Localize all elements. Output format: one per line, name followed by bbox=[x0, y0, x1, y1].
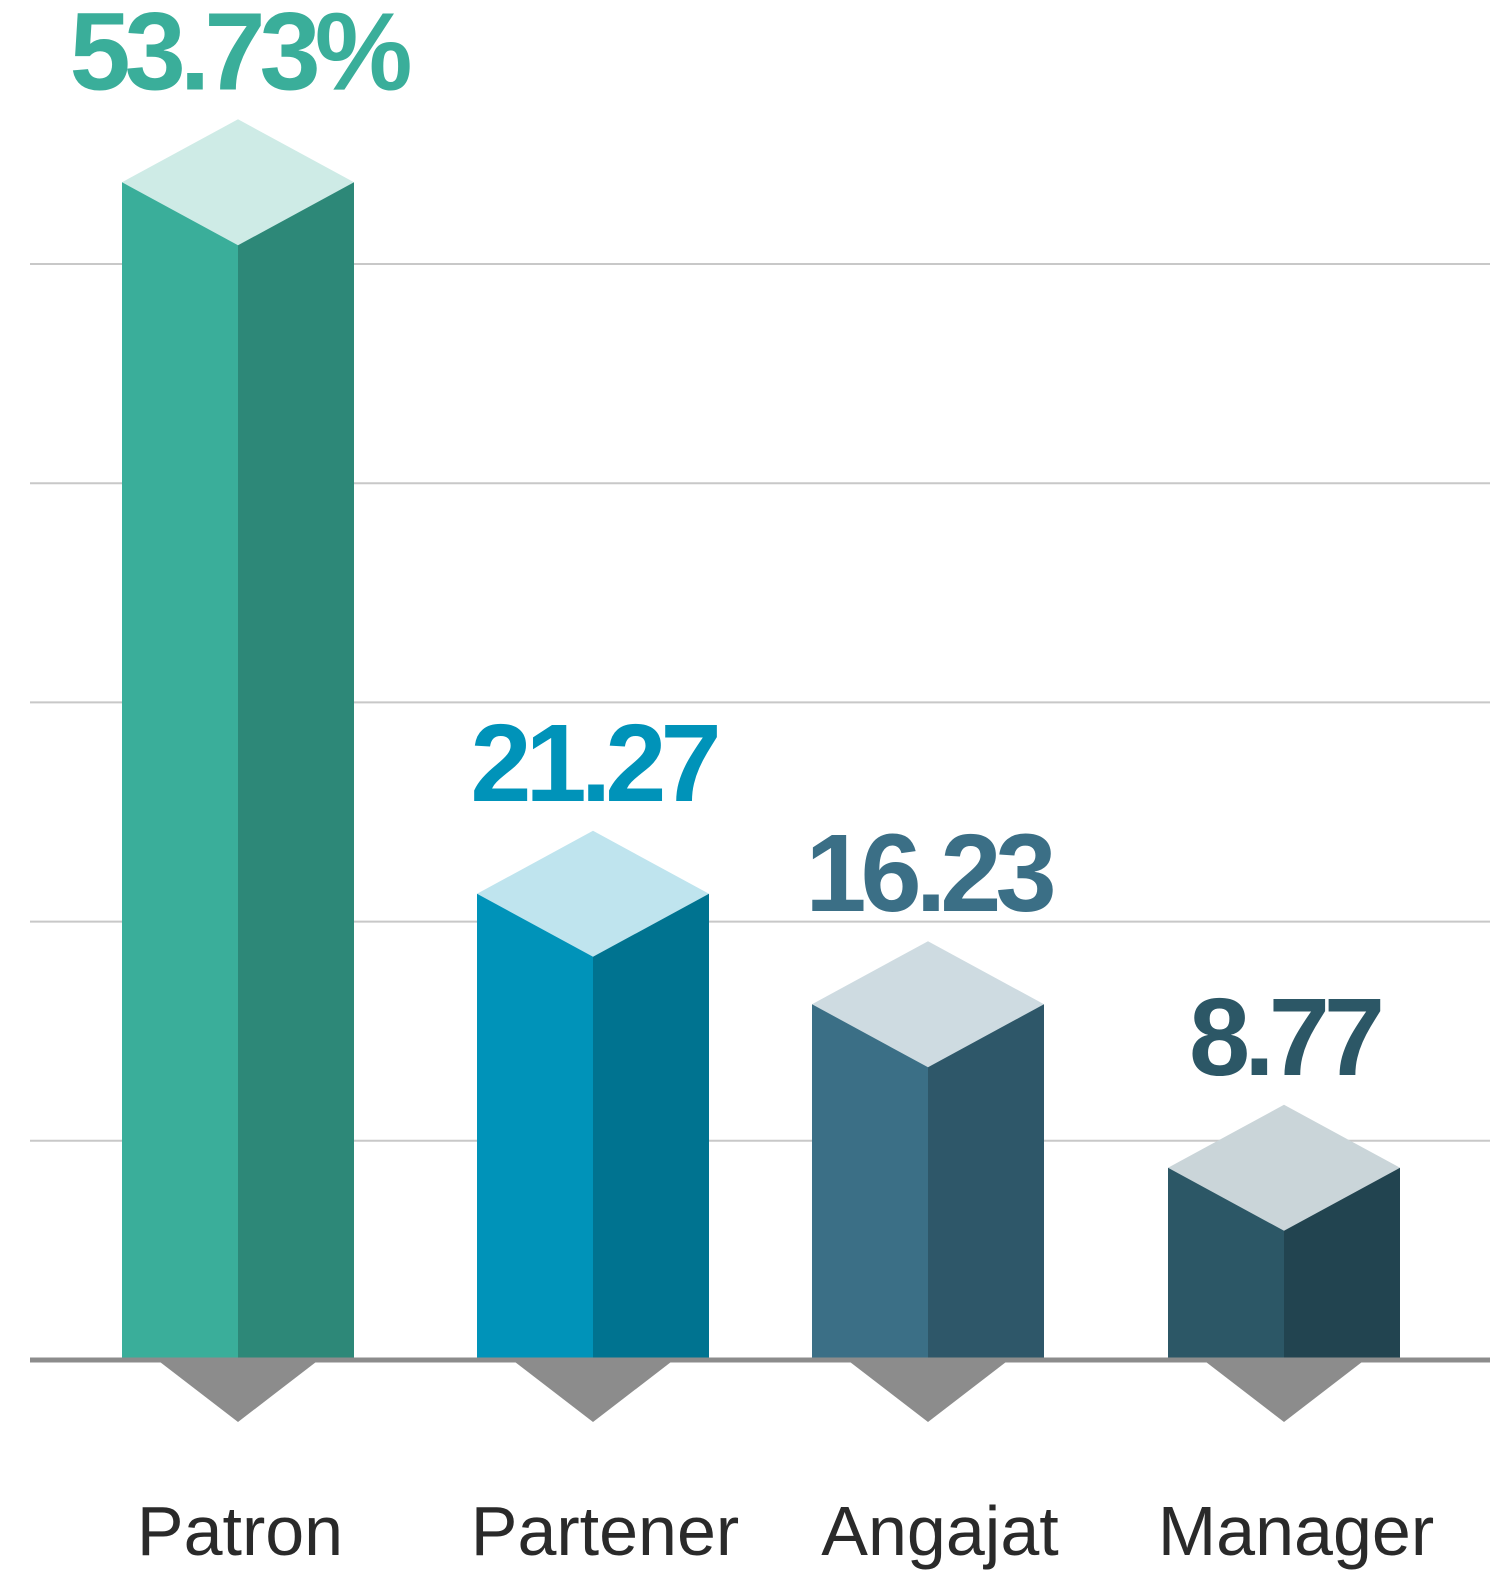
bar-side bbox=[238, 182, 354, 1360]
value-label: 16.23 bbox=[805, 812, 1053, 935]
value-label: 8.77 bbox=[1189, 976, 1381, 1099]
bar-shadow bbox=[1206, 1362, 1362, 1422]
x-tick-label: Angajat bbox=[821, 1492, 1058, 1570]
bar-side bbox=[593, 893, 709, 1360]
bar-shadow bbox=[160, 1362, 316, 1422]
x-tick-label: Patron bbox=[137, 1492, 343, 1570]
bar bbox=[477, 893, 593, 1360]
bar-top bbox=[477, 830, 709, 957]
x-tick-label: Partener bbox=[471, 1492, 739, 1570]
bar bbox=[122, 182, 238, 1360]
value-label: 53.73% bbox=[69, 0, 409, 113]
bar-shadow bbox=[515, 1362, 671, 1422]
bar-top bbox=[812, 941, 1044, 1068]
bar-shadow bbox=[850, 1362, 1006, 1422]
bar-top bbox=[1168, 1104, 1400, 1231]
value-label: 21.27 bbox=[470, 702, 717, 825]
bar-side bbox=[928, 1004, 1044, 1360]
bar-top bbox=[122, 119, 354, 246]
bar bbox=[812, 1004, 928, 1360]
x-tick-label: Manager bbox=[1158, 1492, 1434, 1570]
